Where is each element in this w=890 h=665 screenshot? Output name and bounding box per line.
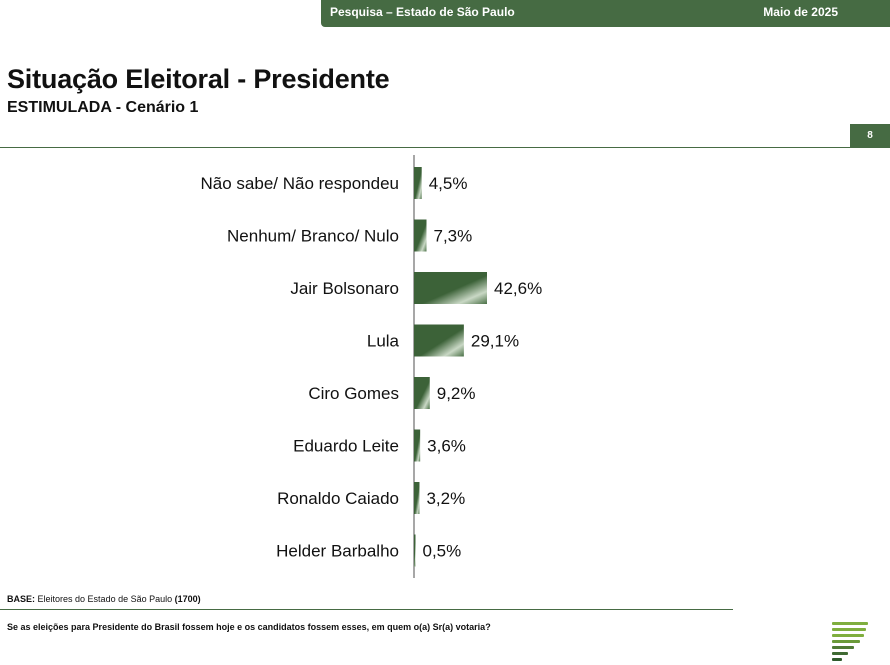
- base-count: (1700): [174, 594, 201, 604]
- category-label: Ciro Gomes: [308, 384, 399, 403]
- bar: [414, 167, 422, 199]
- header-bar: Pesquisa – Estado de São Paulo Maio de 2…: [321, 0, 890, 27]
- base-note: BASE: Eleitores do Estado de São Paulo (…: [7, 594, 201, 604]
- category-label: Não sabe/ Não respondeu: [201, 174, 399, 193]
- value-label: 3,2%: [426, 489, 465, 508]
- value-label: 0,5%: [423, 542, 462, 561]
- category-label: Nenhum/ Branco/ Nulo: [227, 227, 399, 246]
- survey-date: Maio de 2025: [763, 5, 838, 19]
- bar: [414, 429, 421, 462]
- brand-logo-icon: [832, 622, 868, 662]
- value-label: 3,6%: [427, 437, 466, 456]
- bar: [414, 272, 487, 304]
- category-label: Jair Bolsonaro: [290, 279, 399, 298]
- bar: [414, 324, 464, 357]
- page-title: Situação Eleitoral - Presidente: [7, 64, 390, 94]
- base-text: Eleitores do Estado de São Paulo: [37, 594, 173, 604]
- value-label: 29,1%: [471, 332, 519, 351]
- footer-divider: [0, 609, 733, 610]
- bar-chart: Não sabe/ Não respondeu 4,5% Nenhum/ Branc…: [201, 155, 542, 578]
- category-label: Lula: [367, 332, 400, 351]
- page-number: 8: [850, 124, 890, 147]
- base-label: BASE:: [7, 594, 36, 604]
- value-label: 42,6%: [494, 279, 542, 298]
- bar: [414, 482, 420, 514]
- category-label: Ronaldo Caiado: [277, 489, 399, 508]
- survey-title: Pesquisa – Estado de São Paulo: [330, 5, 515, 19]
- header-divider: [0, 147, 890, 148]
- category-label: Eduardo Leite: [293, 437, 399, 456]
- value-label: 4,5%: [429, 174, 468, 193]
- category-label: Helder Barbalho: [276, 542, 399, 561]
- page-subtitle: ESTIMULADA - Cenário 1: [7, 99, 199, 116]
- value-label: 9,2%: [437, 384, 476, 403]
- survey-question: Se as eleições para Presidente do Brasil…: [7, 622, 491, 632]
- value-label: 7,3%: [434, 227, 473, 246]
- bar: [414, 219, 427, 252]
- bar: [414, 377, 430, 409]
- bar: [414, 534, 416, 567]
